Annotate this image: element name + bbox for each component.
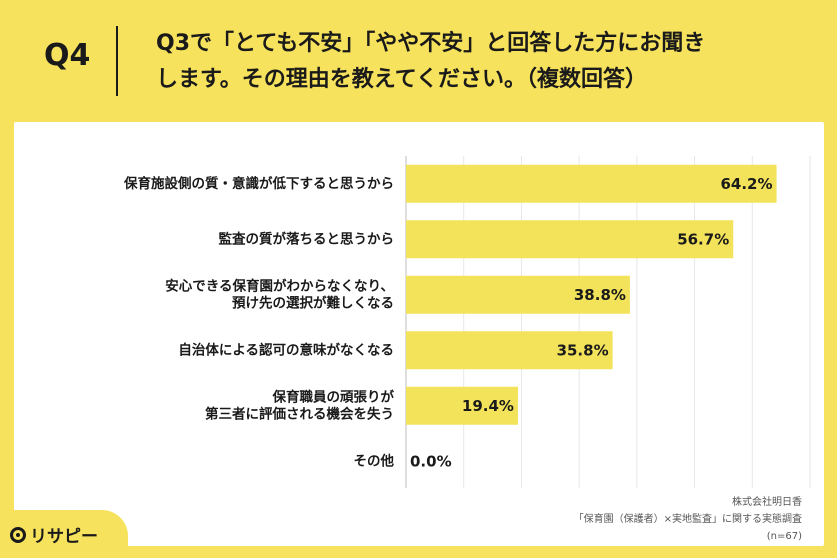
bar-chart: 64.2% 保育施設側の質・意識が低下すると思うから 56.7% 監査の質が落ちると思… — [123, 156, 811, 488]
header: Q4 Q3で「とても不安」「やや不安」と回答した方にお聞き します。その理由を教… — [0, 0, 837, 120]
header-divider — [116, 26, 118, 96]
bar — [406, 220, 734, 259]
category-label: 第三者に評価される機会を失う — [205, 405, 394, 422]
data-label: 64.2% — [720, 175, 772, 193]
data-label: 0.0% — [410, 452, 452, 470]
bar — [406, 275, 630, 314]
category-label: 預け先の選択が難しくなる — [232, 294, 394, 311]
category-label: 安心できる保育園がわからなくなり、 — [165, 277, 394, 294]
bar — [406, 331, 613, 370]
bar — [406, 164, 777, 203]
source-company: 株式会社明日香 — [732, 497, 802, 508]
question-line-1: Q3で「とても不安」「やや不安」と回答した方にお聞き — [156, 31, 706, 56]
brand-logo: リサピー — [0, 510, 128, 558]
category-label: 保育職員の頑張りが — [272, 388, 395, 405]
data-label: 19.4% — [462, 397, 514, 415]
question-text: Q3で「とても不安」「やや不安」と回答した方にお聞き します。その理由を教えてく… — [156, 26, 806, 98]
grid-layer — [405, 156, 811, 488]
brand-mark-icon — [10, 526, 26, 543]
data-label: 38.8% — [574, 286, 626, 304]
source-survey: 「保育園（保護者）×実地監査」に関する実態調査 — [573, 514, 802, 525]
label-layer: 64.2% 保育施設側の質・意識が低下すると思うから 56.7% 監査の質が落ちると思… — [123, 175, 773, 471]
source-note: 株式会社明日香 「保育園（保護者）×実地監査」に関する実態調査 (n=67) — [574, 494, 802, 545]
category-label: 自治体による認可の意味がなくなる — [178, 341, 394, 358]
chart-card: 64.2% 保育施設側の質・意識が低下すると思うから 56.7% 監査の質が落ちると思… — [14, 122, 824, 546]
question-number: Q4 — [44, 38, 91, 73]
bar-layer — [406, 164, 777, 425]
category-label: 監査の質が落ちると思うから — [219, 230, 395, 247]
bar — [406, 386, 518, 425]
category-label: その他 — [354, 452, 395, 469]
brand-name: リサピー — [30, 527, 98, 547]
data-label: 56.7% — [677, 230, 729, 248]
question-line-2: します。その理由を教えてください。（複数回答） — [156, 67, 648, 92]
source-sample-size: (n=67) — [766, 531, 802, 542]
data-label: 35.8% — [557, 341, 609, 359]
category-label: 保育施設側の質・意識が低下すると思うから — [123, 175, 394, 192]
